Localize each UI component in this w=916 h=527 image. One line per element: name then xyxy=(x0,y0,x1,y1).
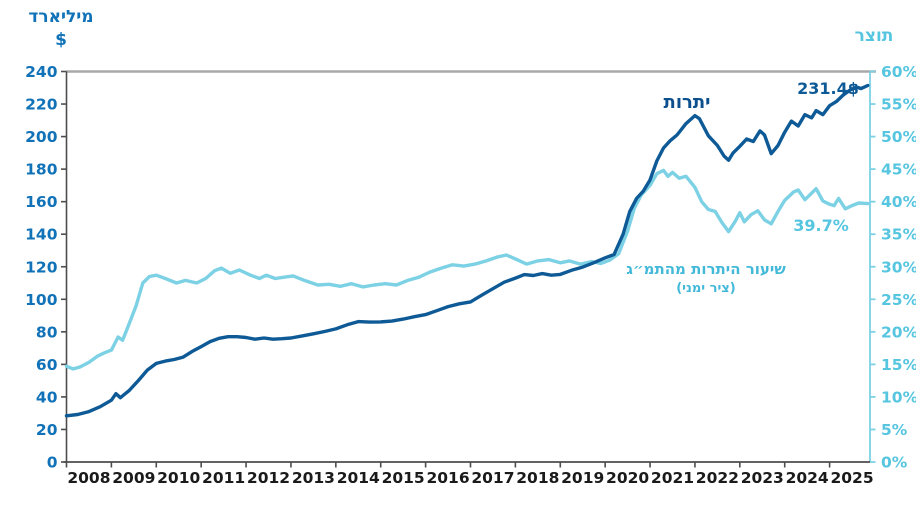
left-axis-tick-label: 240 xyxy=(25,63,58,81)
ratio-line xyxy=(64,168,870,371)
reserves-line xyxy=(64,83,870,418)
left-axis-tick-label: 40 xyxy=(36,388,58,406)
right-axis-tick-label: 10% xyxy=(881,388,916,406)
left-axis-tick-label: 140 xyxy=(25,226,58,244)
right-axis-tick-label: 30% xyxy=(881,258,916,276)
right-axis-tick-label: 50% xyxy=(881,128,916,146)
left-axis-tick-label: 120 xyxy=(25,258,58,276)
left-axis-tick-label: 180 xyxy=(25,161,58,179)
year-label: 2016 xyxy=(426,469,469,487)
year-label: 2012 xyxy=(247,469,290,487)
right-axis-tick-label: 35% xyxy=(881,226,916,244)
year-label: 2015 xyxy=(382,469,425,487)
year-label: 2014 xyxy=(337,469,380,487)
reserves-series-label: יתרות xyxy=(663,92,711,113)
right-axis-tick-label: 45% xyxy=(881,161,916,179)
left-axis-tick-label: 60 xyxy=(36,356,58,374)
year-label: 2020 xyxy=(606,469,649,487)
year-label: 2018 xyxy=(516,469,559,487)
ratio-series-label: שיעור היתרות מהתמ״ג (ציר ימני) xyxy=(598,259,814,299)
ratio-series-label-line1: שיעור היתרות מהתמ״ג xyxy=(626,260,786,278)
left-axis-tick-label: 200 xyxy=(25,128,58,146)
right-axis-tick-label: 25% xyxy=(881,291,916,309)
left-axis-tick-label: 20 xyxy=(36,421,58,439)
year-label: 2019 xyxy=(561,469,604,487)
year-label: 2024 xyxy=(786,469,829,487)
left-axis-title-line2: $ xyxy=(55,30,67,50)
left-axis-tick-label: 80 xyxy=(36,323,58,341)
reserves-end-value-label: 231.4$ xyxy=(797,79,859,98)
left-axis-tick-label: 100 xyxy=(25,291,58,309)
year-label: 2017 xyxy=(471,469,514,487)
right-axis-tick-label: 40% xyxy=(881,193,916,211)
year-label: 2021 xyxy=(651,469,694,487)
year-label: 2011 xyxy=(202,469,245,487)
right-axis-tick-label: 60% xyxy=(881,63,916,81)
year-label: 2023 xyxy=(741,469,784,487)
year-label: 2022 xyxy=(696,469,739,487)
right-axis-title: תוצר xyxy=(854,26,894,46)
year-label: 2010 xyxy=(157,469,200,487)
right-axis-tick-label: 0% xyxy=(881,454,908,472)
year-label: 2008 xyxy=(67,469,110,487)
ratio-end-value-label: 39.7% xyxy=(793,216,849,235)
left-axis-tick-label: 160 xyxy=(25,193,58,211)
year-label: 2009 xyxy=(112,469,155,487)
right-axis-tick-label: 55% xyxy=(881,96,916,114)
year-label: 2025 xyxy=(830,469,873,487)
left-axis-title: מיליארד $ xyxy=(18,6,104,52)
ratio-series-label-line2: (ציר ימני) xyxy=(676,281,736,296)
year-label: 2013 xyxy=(292,469,335,487)
left-axis-tick-label: 0 xyxy=(47,454,58,472)
left-axis-tick-label: 220 xyxy=(25,96,58,114)
right-axis-tick-label: 5% xyxy=(881,421,908,439)
right-axis-tick-label: 15% xyxy=(881,356,916,374)
left-axis-title-line1: מיליארד xyxy=(28,7,94,27)
right-axis-tick-label: 20% xyxy=(881,323,916,341)
